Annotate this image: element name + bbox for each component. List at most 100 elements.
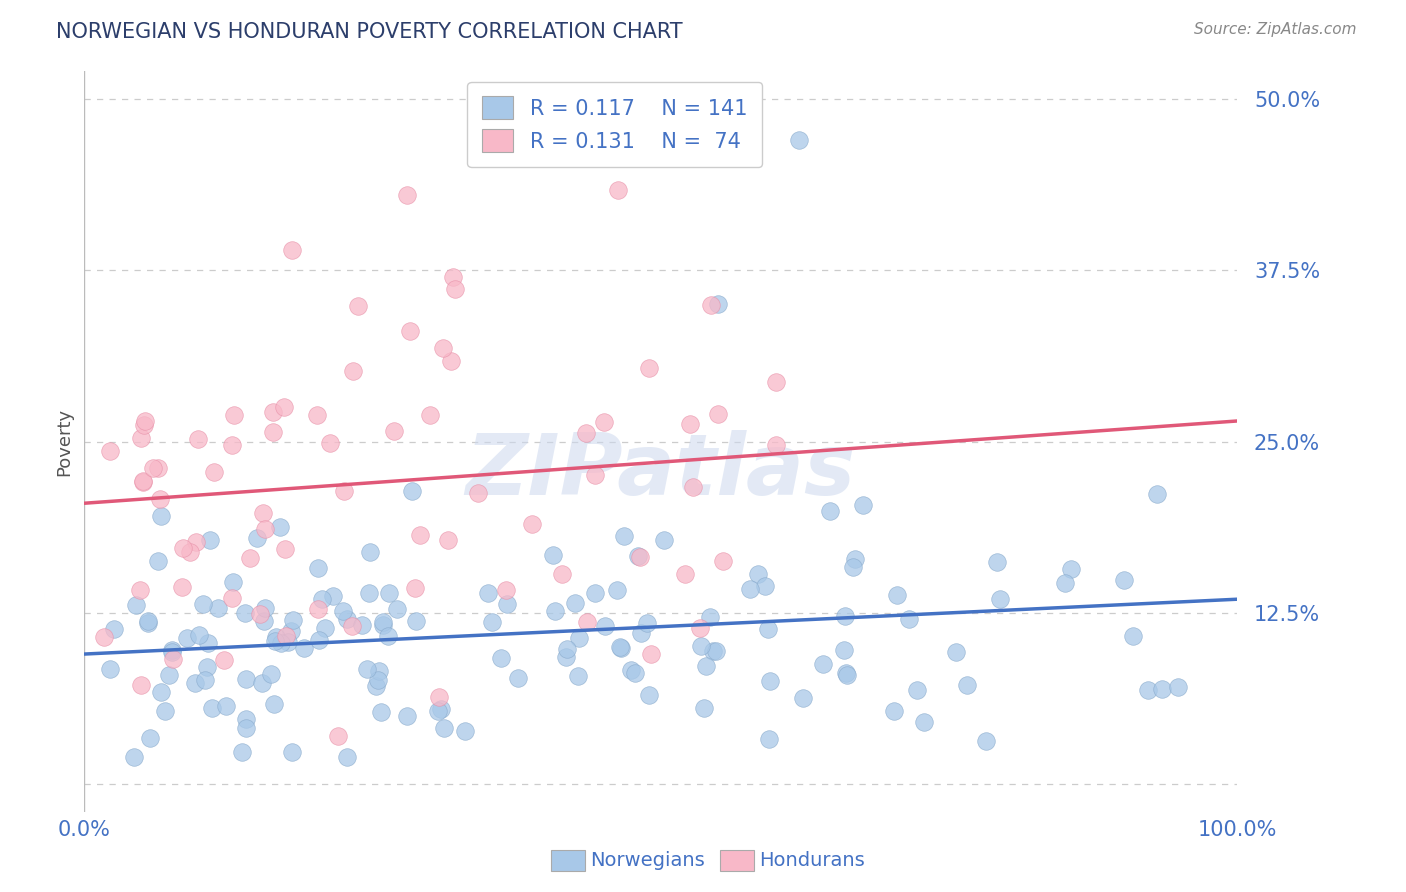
Point xyxy=(832,643,855,657)
Point xyxy=(409,528,432,542)
Point xyxy=(146,553,169,567)
Point xyxy=(568,632,591,646)
Point xyxy=(886,588,908,602)
Point xyxy=(202,465,225,479)
Point xyxy=(620,663,643,677)
Point xyxy=(129,431,152,445)
Point xyxy=(184,676,207,690)
Point xyxy=(1122,628,1144,642)
Point xyxy=(956,677,979,691)
Point xyxy=(201,700,224,714)
Y-axis label: Poverty: Poverty xyxy=(55,408,73,475)
Point xyxy=(252,507,274,521)
Point xyxy=(235,721,257,735)
Point xyxy=(628,549,651,564)
Point xyxy=(235,672,257,686)
Legend: R = 0.117    N = 141, R = 0.131    N =  74: R = 0.117 N = 141, R = 0.131 N = 74 xyxy=(467,82,762,167)
Point xyxy=(134,414,156,428)
Point xyxy=(162,645,184,659)
Point xyxy=(103,622,125,636)
Point xyxy=(652,533,675,547)
Point xyxy=(153,704,176,718)
Point xyxy=(945,645,967,659)
Point xyxy=(188,628,211,642)
Point xyxy=(198,533,221,547)
Point xyxy=(679,417,702,431)
Point xyxy=(506,671,529,685)
Point xyxy=(373,617,395,632)
Point xyxy=(149,491,172,506)
Point xyxy=(689,621,711,635)
Point xyxy=(194,673,217,688)
Point xyxy=(184,535,207,549)
Point xyxy=(433,721,456,735)
Point xyxy=(396,709,419,723)
Point xyxy=(624,665,647,680)
Point xyxy=(426,704,449,718)
Point xyxy=(738,582,761,597)
Point xyxy=(318,435,340,450)
Point xyxy=(557,641,579,656)
Point xyxy=(138,731,160,745)
Point xyxy=(235,606,257,620)
Point xyxy=(543,604,565,618)
Point xyxy=(93,631,115,645)
Point xyxy=(307,602,329,616)
Point xyxy=(357,586,380,600)
Point xyxy=(1146,486,1168,500)
Point xyxy=(250,676,273,690)
Point xyxy=(136,615,159,630)
Point xyxy=(550,567,572,582)
Point xyxy=(246,531,269,545)
Point xyxy=(837,668,859,682)
Point xyxy=(221,438,243,452)
Point xyxy=(149,685,172,699)
Point xyxy=(543,548,565,562)
Point xyxy=(187,432,209,446)
Point xyxy=(249,607,271,621)
Point xyxy=(564,596,586,610)
Point xyxy=(281,745,304,759)
Point xyxy=(432,341,454,355)
Point xyxy=(347,299,370,313)
Point xyxy=(852,498,875,512)
Point xyxy=(377,629,399,643)
Point xyxy=(1167,681,1189,695)
Point xyxy=(307,408,329,422)
Point xyxy=(754,579,776,593)
Point xyxy=(787,133,810,147)
Point xyxy=(699,609,721,624)
Point xyxy=(356,662,378,676)
Point xyxy=(307,561,329,575)
Point xyxy=(613,529,636,543)
Point xyxy=(387,602,409,616)
Point xyxy=(367,673,389,688)
Point xyxy=(231,745,253,759)
Point xyxy=(368,664,391,678)
Point xyxy=(912,714,935,729)
Point xyxy=(359,545,381,559)
Point xyxy=(695,659,717,673)
Point xyxy=(235,713,257,727)
Point xyxy=(332,604,354,618)
Point xyxy=(606,582,628,597)
Point xyxy=(758,731,780,746)
Text: ZIPatlas: ZIPatlas xyxy=(465,430,856,513)
Point xyxy=(443,282,465,296)
Point xyxy=(702,644,724,658)
Point xyxy=(759,673,782,688)
Point xyxy=(430,701,453,715)
Point xyxy=(191,598,214,612)
Point xyxy=(332,484,354,499)
Point xyxy=(283,613,305,627)
Point xyxy=(592,415,614,429)
Point xyxy=(454,723,477,738)
Point xyxy=(125,599,148,613)
Point xyxy=(270,635,292,649)
Point xyxy=(366,679,388,693)
Point xyxy=(263,634,285,648)
Point xyxy=(336,612,359,626)
Point xyxy=(224,408,246,422)
Text: Norwegians: Norwegians xyxy=(591,851,706,871)
Point xyxy=(576,615,599,629)
